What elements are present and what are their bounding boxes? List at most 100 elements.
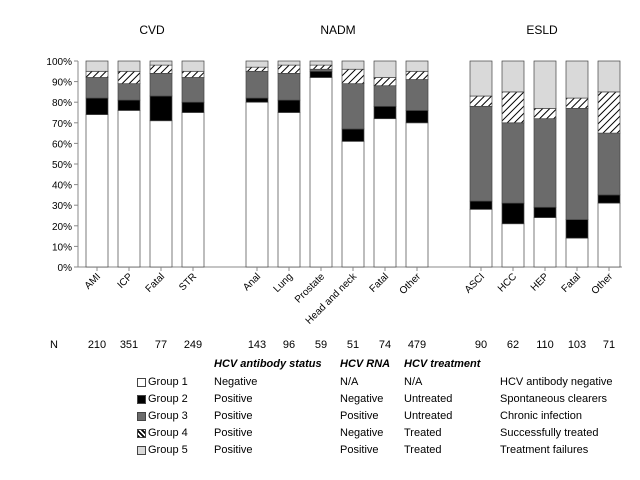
bar-segment [245,97,269,103]
bar-segment [565,237,589,268]
bar-segment [565,219,589,239]
bar-segment [597,194,621,204]
bar-segment [117,110,141,268]
bar-segment [341,128,365,142]
x-tick-label: Fatal [144,271,168,295]
bar-segment [181,77,205,103]
bar-segment [405,70,429,80]
x-tick-label: Fatal [560,271,584,295]
bar-segment [277,112,301,268]
bar-segment [277,64,301,74]
n-value: 51 [347,339,359,351]
bar-segment [501,60,525,93]
legend-row: Group 1 Negative N/A N/A HCV antibody negati… [0,376,640,392]
legend-rna: Negative [340,427,384,439]
bar-segment [469,200,493,210]
x-tick-label: ICP [116,271,136,291]
panel-title: CVD [139,23,165,37]
x-tick-label: AMI [83,271,103,291]
bar-segment [533,60,557,109]
legend-description: Treatment failures [500,444,589,456]
bar-segment [85,70,109,78]
legend-row: Group 2 Positive Negative Untreated Spontane… [0,393,640,409]
x-tick-label: Anal [241,271,263,293]
bar-segment [85,77,109,99]
bar-segment [245,70,269,99]
bar-segment [309,77,333,268]
bar-segment [149,64,173,74]
n-value: 62 [507,339,519,351]
y-tick-label: 100% [46,57,72,68]
stacked-bar-chart: 0% 10% 20% 30% 40% 50% 60% 70% 80% 90% 100% N CVD AMI… [46,23,622,351]
bar-segment [469,95,493,107]
bar-segment [149,120,173,268]
bar-segment [469,60,493,97]
bar-segment [277,99,301,113]
legend-treatment: Treated [404,444,442,456]
bar-segment [309,70,333,78]
bar-segment [149,95,173,122]
x-tick-label: HCC [496,271,519,294]
n-value: 59 [315,339,327,351]
legend-treatment: Untreated [404,393,453,405]
y-tick-label: 80% [52,98,72,109]
legend-antibody: Positive [214,444,253,456]
x-tick-label: STR [177,271,199,293]
bar-segment [597,60,621,93]
x-tick-label: Other [398,271,424,297]
bar-segment [149,73,173,97]
n-value: 96 [283,339,295,351]
bar-segment [501,122,525,204]
header-hcv-rna: HCV RNA [340,358,391,370]
legend-group-name: Group 2 [148,393,188,405]
bar-segment [405,60,429,72]
bar-segment [373,118,397,268]
bar-segment [117,83,141,101]
bar-segment [85,97,109,115]
bar-segment [245,66,269,72]
y-tick-label: 30% [52,201,72,212]
legend-description: Chronic infection [500,410,582,422]
bar-segment [245,60,269,68]
bar-segment [245,101,269,268]
bar-segment [501,223,525,268]
bar-segment [341,140,365,268]
bar-segment [277,60,301,66]
legend-description: Spontaneous clearers [500,393,608,405]
bar-segment [373,85,397,107]
bar-segment [501,202,525,225]
y-tick-label: 10% [52,242,72,253]
legend-rna: N/A [340,376,359,388]
legend-group-name: Group 1 [148,376,188,388]
legend-rna: Positive [340,410,379,422]
legend-swatch [137,429,146,438]
x-tick-label: HEP [529,271,552,294]
legend-antibody: Positive [214,410,253,422]
bar-segment [117,99,141,111]
bar-segment [309,60,333,66]
bar-segment [533,206,557,218]
y-tick-label: 0% [58,263,73,274]
legend-rna: Negative [340,393,384,405]
panel-title: NADM [320,23,355,37]
legend-row: Group 3 Positive Positive Untreated Chronic … [0,410,640,426]
n-value: 77 [155,339,167,351]
bar-segment [565,97,589,109]
legend-group-name: Group 3 [148,410,188,422]
bar-segment [405,110,429,124]
n-value: 110 [536,339,554,351]
bar-segment [341,60,365,70]
bar-segment [117,60,141,72]
bar-segment [181,70,205,78]
legend-antibody: Positive [214,427,253,439]
bar-segment [373,105,397,120]
bar-segment [373,60,397,78]
bar-segment [501,91,525,124]
legend-group-name: Group 4 [148,427,188,439]
bar-segment [565,108,589,220]
legend-antibody: Positive [214,393,253,405]
y-tick-label: 70% [52,119,72,130]
legend-antibody: Negative [214,376,258,388]
bar-segment [85,60,109,72]
n-value: 351 [120,339,138,351]
